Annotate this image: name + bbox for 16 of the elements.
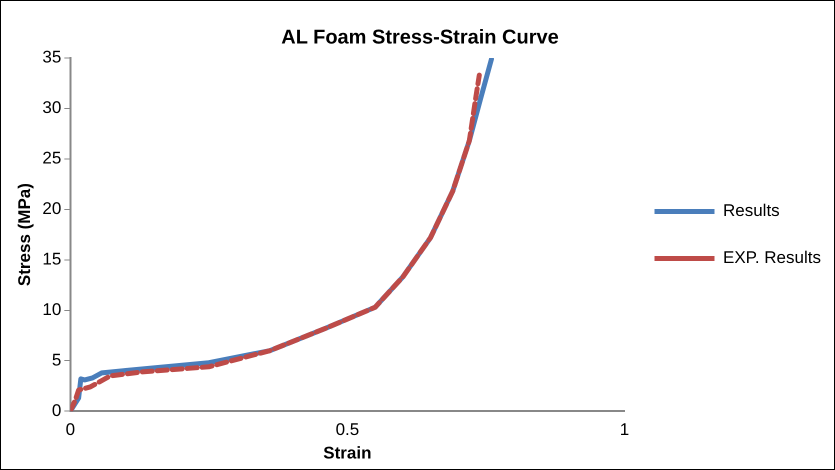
y-tick-label: 15 — [42, 250, 62, 269]
x-tick-label: 0 — [66, 420, 76, 440]
x-axis-title: Strain — [323, 443, 372, 462]
y-tick-label: 0 — [52, 400, 62, 420]
y-tick-label: 10 — [42, 300, 62, 319]
y-tick-label: 25 — [42, 148, 62, 168]
y-tick-label: 35 — [42, 48, 62, 67]
chart-title: AL Foam Stress-Strain Curve — [281, 26, 559, 49]
y-tick-label: 30 — [42, 98, 62, 118]
y-tick-label: 5 — [52, 350, 62, 370]
legend-label: Results — [723, 201, 780, 220]
x-tick-label: 0.5 — [336, 420, 360, 440]
x-tick-label: 1 — [620, 420, 630, 440]
legend-label: EXP. Results — [723, 248, 821, 268]
y-tick-label: 20 — [42, 199, 62, 218]
y-axis-title: Stress (MPa) — [14, 183, 34, 286]
